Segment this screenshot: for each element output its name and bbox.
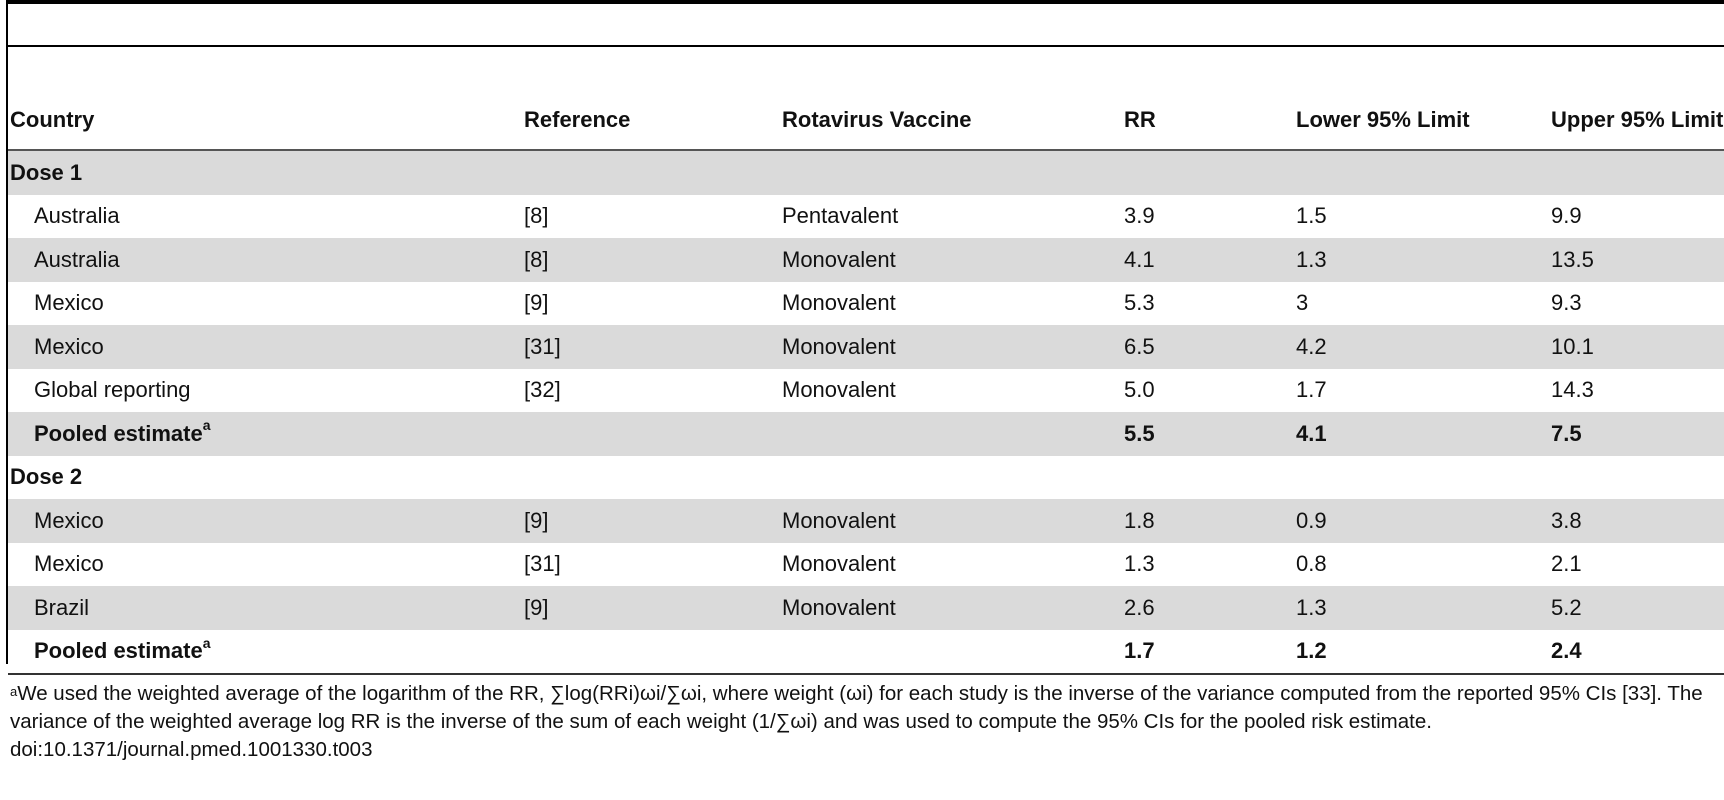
section-row: Dose 1 bbox=[8, 150, 1724, 195]
cell-upper-limit: 9.3 bbox=[1551, 290, 1582, 316]
pooled-estimate-row: Pooled estimatea 5.5 4.1 7.5 bbox=[8, 412, 1724, 456]
cell-rr: 3.9 bbox=[1124, 203, 1155, 229]
table-row: Australia [8] Monovalent 4.1 1.3 13.5 bbox=[8, 238, 1724, 282]
table-row: Mexico [9] Monovalent 1.8 0.9 3.8 bbox=[8, 499, 1724, 543]
pooled-rr: 5.5 bbox=[1122, 412, 1294, 456]
header-country: Country bbox=[8, 47, 522, 151]
cell-lower-limit: 0.8 bbox=[1296, 551, 1327, 577]
table-header-row: Country Reference Rotavirus Vaccine RR L… bbox=[8, 47, 1724, 151]
cell-vaccine: Monovalent bbox=[782, 377, 896, 403]
pooled-footnote-marker: a bbox=[202, 417, 211, 434]
header-reference: Reference bbox=[522, 47, 780, 151]
pooled-label: Pooled estimate bbox=[34, 638, 203, 664]
results-table: Country Reference Rotavirus Vaccine RR L… bbox=[8, 47, 1724, 675]
cell-rr: 6.5 bbox=[1122, 325, 1294, 369]
cell-country: Global reporting bbox=[34, 377, 191, 403]
table-row: Mexico [31] Monovalent 6.5 4.2 10.1 bbox=[8, 325, 1724, 369]
cell-vaccine-empty bbox=[780, 629, 1122, 675]
header-lower-limit: Lower 95% Limit bbox=[1294, 47, 1549, 151]
cell-rr: 5.0 bbox=[1124, 377, 1155, 403]
header-rule bbox=[6, 45, 1724, 47]
pooled-lower-limit: 4.1 bbox=[1294, 412, 1549, 456]
pooled-upper-limit: 2.4 bbox=[1549, 629, 1724, 675]
pooled-footnote-marker: a bbox=[202, 634, 211, 651]
cell-rr: 4.1 bbox=[1122, 238, 1294, 282]
table-row: Mexico [9] Monovalent 5.3 3 9.3 bbox=[8, 282, 1724, 326]
top-rule bbox=[6, 0, 1724, 4]
cell-lower-limit: 1.5 bbox=[1296, 203, 1327, 229]
cell-upper-limit: 14.3 bbox=[1551, 377, 1594, 403]
cell-rr: 1.3 bbox=[1124, 551, 1155, 577]
cell-country: Mexico bbox=[8, 325, 522, 369]
cell-upper-limit: 10.1 bbox=[1549, 325, 1724, 369]
cell-upper-limit: 5.2 bbox=[1549, 586, 1724, 630]
cell-vaccine: Monovalent bbox=[780, 238, 1122, 282]
pooled-rr: 1.7 bbox=[1122, 629, 1294, 675]
footnote-text-line: aWe used the weighted average of the log… bbox=[10, 680, 1724, 736]
table-footnote: aWe used the weighted average of the log… bbox=[10, 680, 1724, 764]
section-row: Dose 2 bbox=[8, 456, 1724, 500]
cell-upper-limit: 13.5 bbox=[1549, 238, 1724, 282]
cell-lower-limit: 0.9 bbox=[1294, 499, 1549, 543]
footnote-marker: a bbox=[10, 684, 18, 699]
cell-vaccine: Monovalent bbox=[780, 325, 1122, 369]
cell-lower-limit: 1.3 bbox=[1294, 586, 1549, 630]
footnote-text: We used the weighted average of the loga… bbox=[10, 682, 1703, 733]
left-rule bbox=[6, 0, 8, 664]
cell-country: Mexico bbox=[34, 290, 104, 316]
pooled-lower-limit: 1.2 bbox=[1294, 629, 1549, 675]
cell-country: Mexico bbox=[8, 499, 522, 543]
table-body: Dose 1 Australia [8] Pentavalent 3.9 1.5 9.9 Au… bbox=[8, 150, 1724, 675]
cell-reference: [31] bbox=[524, 551, 561, 577]
cell-vaccine: Pentavalent bbox=[782, 203, 899, 229]
pooled-upper-limit: 7.5 bbox=[1549, 412, 1724, 456]
cell-country: Australia bbox=[34, 203, 120, 229]
cell-rr: 1.8 bbox=[1122, 499, 1294, 543]
header-rr: RR bbox=[1122, 47, 1294, 151]
cell-vaccine: Monovalent bbox=[780, 499, 1122, 543]
cell-vaccine: Monovalent bbox=[780, 586, 1122, 630]
section-label: Dose 2 bbox=[10, 464, 83, 490]
header-vaccine: Rotavirus Vaccine bbox=[780, 47, 1122, 151]
cell-country: Brazil bbox=[8, 586, 522, 630]
table-row: Global reporting [32] Monovalent 5.0 1.7 14.3 bbox=[8, 369, 1724, 413]
cell-rr: 5.3 bbox=[1124, 290, 1155, 316]
cell-rr: 2.6 bbox=[1122, 586, 1294, 630]
cell-reference: [9] bbox=[522, 586, 780, 630]
cell-vaccine-empty bbox=[780, 412, 1122, 456]
cell-vaccine: Monovalent bbox=[782, 290, 896, 316]
cell-reference: [8] bbox=[522, 238, 780, 282]
pooled-label: Pooled estimate bbox=[34, 420, 203, 446]
table-row: Mexico [31] Monovalent 1.3 0.8 2.1 bbox=[8, 543, 1724, 587]
cell-reference: [9] bbox=[524, 290, 549, 316]
pooled-estimate-row: Pooled estimatea 1.7 1.2 2.4 bbox=[8, 629, 1724, 675]
table-row: Brazil [9] Monovalent 2.6 1.3 5.2 bbox=[8, 586, 1724, 630]
cell-vaccine: Monovalent bbox=[782, 551, 896, 577]
cell-reference: [31] bbox=[522, 325, 780, 369]
cell-lower-limit: 4.2 bbox=[1294, 325, 1549, 369]
cell-lower-limit: 3 bbox=[1296, 290, 1309, 316]
cell-upper-limit: 2.1 bbox=[1551, 551, 1582, 577]
table-row: Australia [8] Pentavalent 3.9 1.5 9.9 bbox=[8, 195, 1724, 239]
cell-reference-empty bbox=[522, 629, 780, 675]
section-label: Dose 1 bbox=[8, 150, 1724, 195]
cell-reference-empty bbox=[522, 412, 780, 456]
cell-upper-limit: 3.8 bbox=[1549, 499, 1724, 543]
pooled-label-cell: Pooled estimatea bbox=[8, 412, 522, 456]
cell-country: Mexico bbox=[34, 551, 104, 577]
doi-line: doi:10.1371/journal.pmed.1001330.t003 bbox=[10, 738, 373, 761]
header-upper-limit: Upper 95% Limit bbox=[1549, 47, 1724, 151]
cell-lower-limit: 1.3 bbox=[1294, 238, 1549, 282]
cell-lower-limit: 1.7 bbox=[1296, 377, 1327, 403]
cell-upper-limit: 9.9 bbox=[1551, 203, 1582, 229]
cell-country: Australia bbox=[8, 238, 522, 282]
cell-reference: [32] bbox=[524, 377, 561, 403]
cell-reference: [8] bbox=[524, 203, 549, 229]
cell-reference: [9] bbox=[522, 499, 780, 543]
pooled-label-cell: Pooled estimatea bbox=[8, 629, 522, 675]
